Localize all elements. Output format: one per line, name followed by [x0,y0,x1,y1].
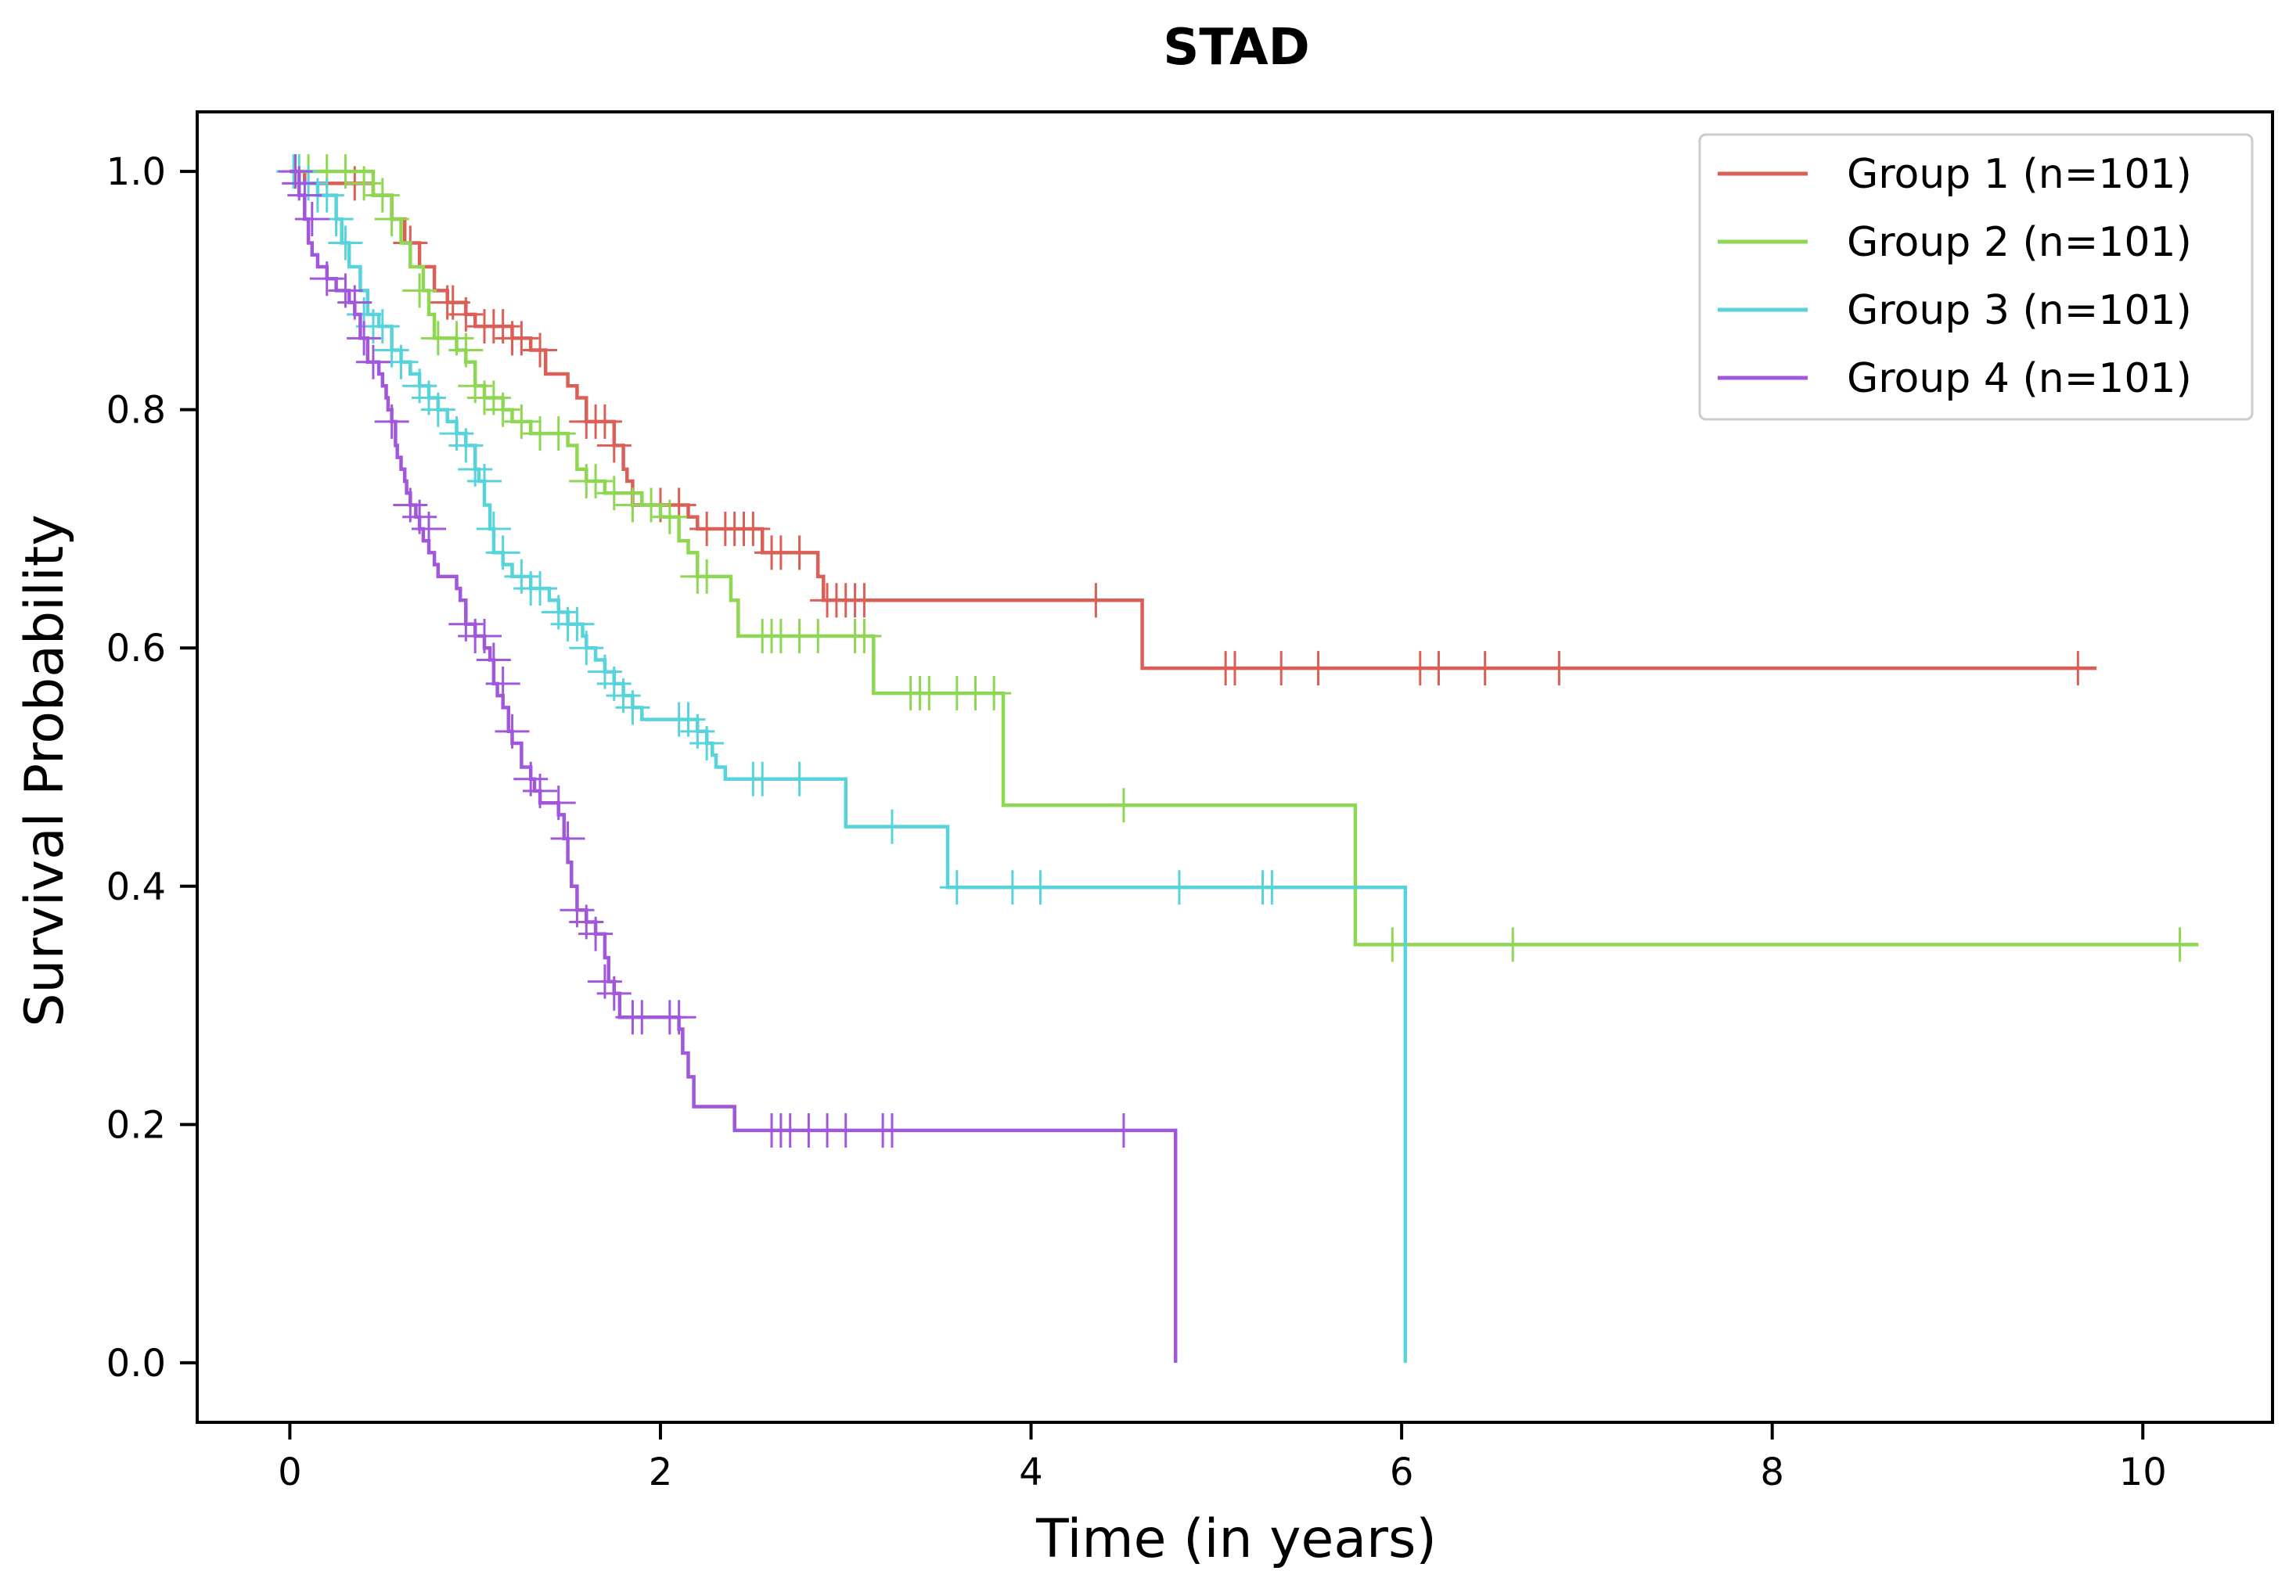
x-tick-label: 10 [2119,1450,2167,1494]
x-axis-label: Time (in years) [1035,1508,1437,1570]
y-axis-label: Survival Probability [14,514,76,1026]
legend-label-2: Group 2 (n=101) [1847,219,2192,266]
x-tick-label: 8 [1760,1450,1784,1494]
y-tick-label: 0.2 [106,1103,166,1147]
series-group-4 [278,154,1178,1363]
legend-box [1698,133,2254,421]
plot-frame [196,110,2274,1424]
series-layer [276,154,2199,1363]
y-tick-label: 1.0 [106,150,166,194]
x-tick-label: 2 [649,1450,673,1494]
y-tick-label: 0.0 [106,1342,166,1386]
y-tick-label: 0.8 [106,389,166,433]
legend-label-1: Group 1 (n=101) [1847,151,2192,198]
legend-label-4: Group 4 (n=101) [1847,355,2192,402]
legend: Group 1 (n=101) Group 2 (n=101) Group 3 (n… [1698,133,2254,421]
x-tick-label: 0 [278,1450,302,1494]
x-tick-label: 6 [1390,1450,1414,1494]
x-tick-label: 4 [1019,1450,1043,1494]
y-tick-label: 0.6 [106,627,166,670]
series-group-1 [290,166,2097,686]
legend-label-3: Group 3 (n=101) [1847,287,2192,334]
axis-ticks: 0 2 4 6 8 10 0.0 0.2 0.4 0.6 0.8 1.0 [106,150,2167,1494]
y-tick-label: 0.4 [106,865,166,909]
chart-title: STAD [1163,19,1309,77]
